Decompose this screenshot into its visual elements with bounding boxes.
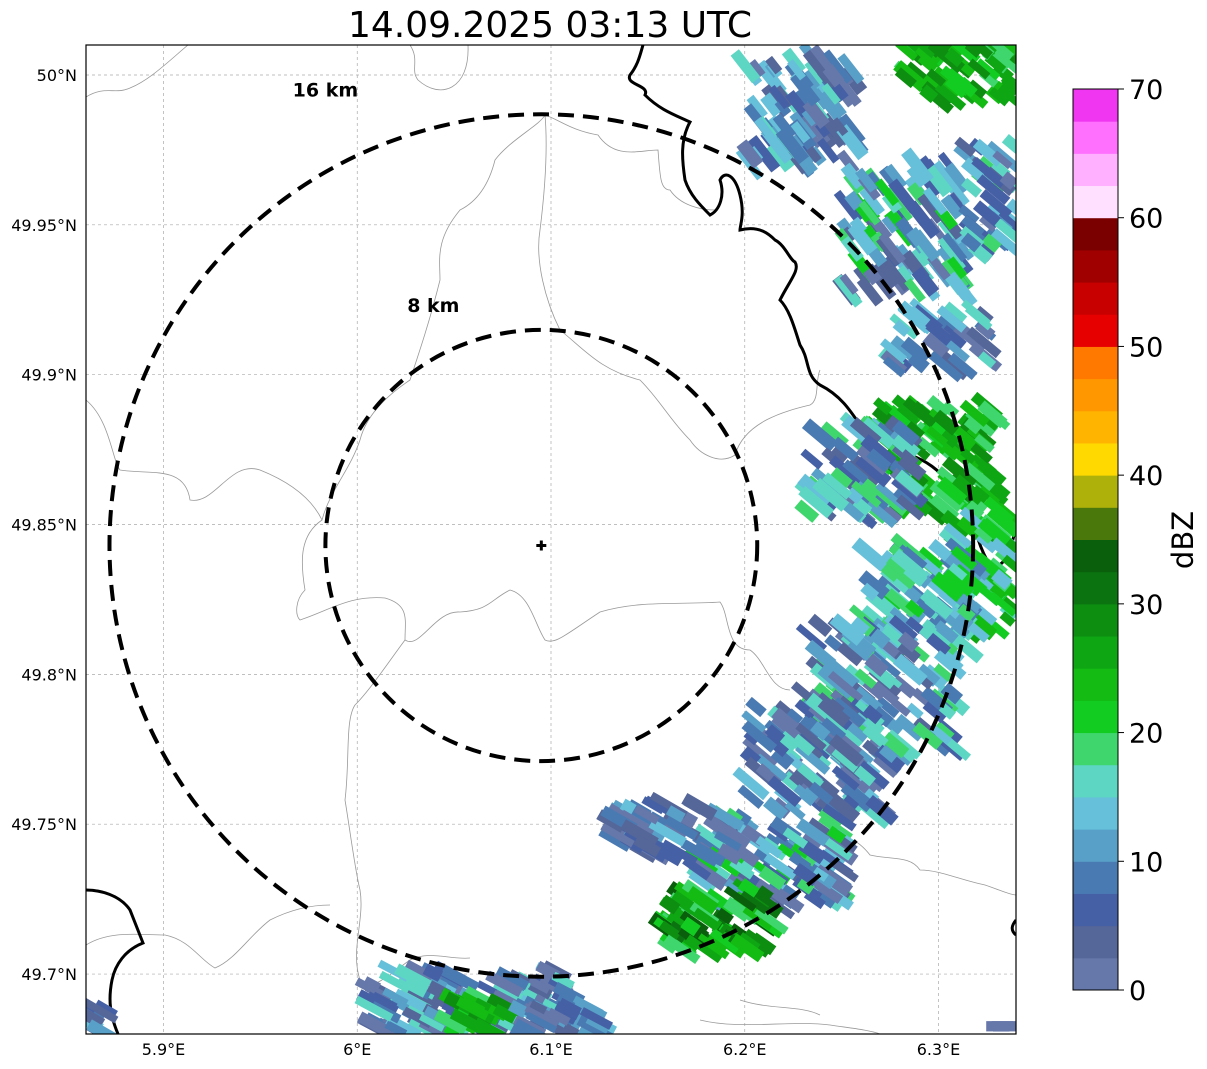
y-tick-label: 49.95°N: [11, 216, 77, 235]
colorbar-segment: [1073, 346, 1118, 380]
colorbar-tick-label: 40: [1129, 461, 1163, 492]
colorbar-tick-label: 30: [1129, 590, 1163, 621]
y-tick-label: 49.85°N: [11, 516, 77, 535]
colorbar-segment: [1073, 829, 1118, 862]
colorbar-tick-label: 0: [1129, 976, 1146, 1007]
colorbar-segment: [1073, 700, 1118, 734]
colorbar-segment: [1073, 764, 1118, 798]
colorbar-tick-label: 20: [1129, 719, 1163, 750]
radar-site-marker: [536, 540, 547, 551]
colorbar-segment: [1073, 410, 1118, 444]
colorbar-segment: [1073, 603, 1118, 637]
y-tick-label: 50°N: [37, 66, 77, 85]
colorbar-segment: [1073, 121, 1118, 154]
colorbar-segment: [1073, 925, 1118, 959]
range-rings: [107, 112, 976, 979]
colorbar-frame: [1072, 88, 1119, 991]
colorbar-segment: [1073, 475, 1118, 508]
x-tick-label: 6°E: [343, 1040, 371, 1059]
colorbar-tick-label: 50: [1129, 332, 1163, 363]
colorbar-segment: [1073, 507, 1118, 540]
reflectivity-echoes: [86, 45, 1016, 1034]
colorbar-segment: [1073, 571, 1118, 605]
range-ring-8km: [323, 327, 760, 764]
y-tick-label: 49.7°N: [21, 965, 77, 984]
range-ring-labels: 8 km 16 km: [293, 79, 460, 317]
plot-frame: [85, 44, 1017, 1035]
range-ring-label: 16 km: [293, 79, 359, 101]
colorbar-segment: [1073, 796, 1118, 830]
y-tick-label: 49.75°N: [11, 815, 77, 834]
x-tick-label: 6.3°E: [917, 1040, 961, 1059]
colorbar-tick-label: 10: [1129, 847, 1163, 878]
colorbar: 0 10 20 30 40 50 60 70 dBZ: [1072, 75, 1200, 1007]
colorbar-segment: [1073, 282, 1118, 315]
colorbar-segment: [1073, 217, 1118, 251]
colorbar-segment: [1073, 378, 1118, 412]
colorbar-segment: [1073, 861, 1118, 894]
colorbar-segment: [1073, 153, 1118, 187]
colorbar-segment: [1073, 314, 1118, 347]
colorbar-segment: [1073, 957, 1118, 991]
x-tick-label: 5.9°E: [142, 1040, 186, 1059]
colorbar-tick-label: 70: [1129, 75, 1163, 106]
range-ring-16km: [107, 112, 976, 979]
colorbar-segment: [1073, 442, 1118, 476]
colorbar-segment: [1073, 893, 1118, 927]
y-tick-label: 49.9°N: [21, 366, 77, 385]
colorbar-segment: [1073, 249, 1118, 283]
x-tick-label: 6.2°E: [723, 1040, 767, 1059]
colorbar-label: dBZ: [1166, 511, 1200, 569]
colorbar-segment: [1073, 89, 1118, 122]
colorbar-segment: [1073, 185, 1118, 219]
x-tick-label: 6.1°E: [529, 1040, 573, 1059]
axis-tick-labels: 5.9°E 6°E 6.1°E 6.2°E 6.3°E 50°N 49.95°N 49.9°N…: [11, 66, 960, 1059]
range-ring-label: 8 km: [407, 295, 459, 317]
colorbar-segment: [1073, 636, 1118, 669]
colorbar-segment: [1073, 539, 1118, 573]
colorbar-segment: [1073, 668, 1118, 701]
colorbar-tick-label: 60: [1129, 204, 1163, 235]
map-title: 14.09.2025 03:13 UTC: [347, 5, 753, 46]
plot-area: [86, 45, 1016, 1034]
colorbar-segment: [1073, 732, 1118, 766]
y-tick-label: 49.8°N: [21, 665, 77, 684]
